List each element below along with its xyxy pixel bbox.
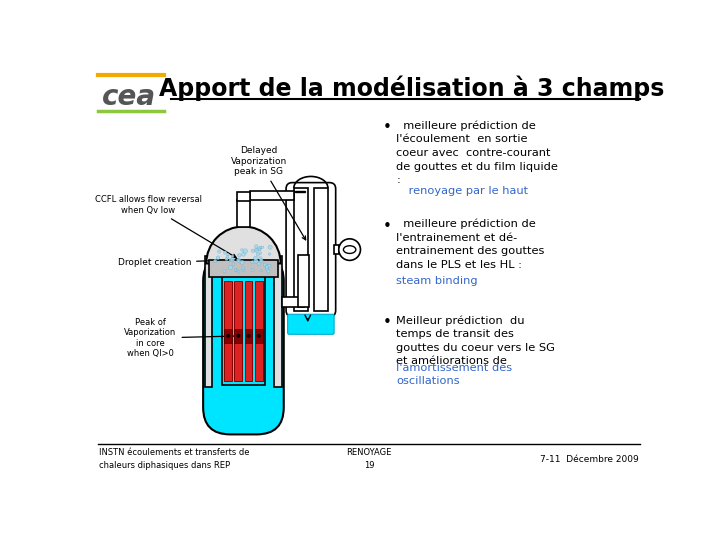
Circle shape — [251, 260, 254, 264]
Bar — [235, 281, 242, 381]
Circle shape — [261, 246, 264, 248]
Text: renoyage par le haut: renoyage par le haut — [405, 186, 528, 197]
Circle shape — [240, 260, 244, 265]
Bar — [238, 200, 250, 226]
Bar — [224, 329, 232, 343]
Text: CCFL allows flow reversal
when Qv low: CCFL allows flow reversal when Qv low — [94, 195, 236, 258]
Bar — [294, 191, 305, 192]
Text: Peak of
Vaporization
in core
when QI>0: Peak of Vaporization in core when QI>0 — [125, 318, 239, 358]
Circle shape — [235, 269, 238, 272]
Text: meilleure prédiction de
l'entrainement et dé-
entrainement des gouttes
dans le P: meilleure prédiction de l'entrainement e… — [396, 219, 544, 270]
Circle shape — [226, 334, 230, 338]
Circle shape — [259, 252, 262, 254]
Text: •: • — [383, 315, 392, 330]
Ellipse shape — [343, 246, 356, 253]
Circle shape — [238, 254, 241, 257]
Text: RENOYAGE
19: RENOYAGE 19 — [346, 448, 392, 470]
Circle shape — [339, 239, 361, 260]
Circle shape — [258, 247, 261, 251]
FancyBboxPatch shape — [287, 314, 334, 334]
Circle shape — [214, 259, 217, 262]
Circle shape — [267, 264, 271, 268]
FancyBboxPatch shape — [203, 254, 284, 434]
Circle shape — [259, 259, 264, 262]
Bar — [245, 329, 253, 343]
Circle shape — [247, 334, 251, 338]
Text: Meilleur prédiction  du
temps de transit des
gouttes du coeur vers le SG
et amél: Meilleur prédiction du temps de transit … — [396, 315, 555, 366]
Bar — [224, 281, 232, 381]
Circle shape — [257, 334, 261, 338]
Bar — [204, 256, 212, 387]
Bar — [299, 255, 310, 307]
Circle shape — [227, 253, 229, 256]
Bar — [209, 260, 279, 278]
Text: Delayed
Vaporization
peak in SG: Delayed Vaporization peak in SG — [231, 146, 306, 240]
Circle shape — [241, 267, 244, 270]
Circle shape — [258, 248, 261, 251]
Bar — [245, 281, 253, 381]
Bar — [222, 273, 265, 385]
Circle shape — [258, 256, 262, 260]
Wedge shape — [206, 226, 281, 264]
Bar — [238, 192, 250, 201]
Text: cea: cea — [102, 83, 156, 111]
Circle shape — [260, 269, 262, 272]
Text: l'amortissement des
oscillations: l'amortissement des oscillations — [396, 363, 512, 387]
Circle shape — [254, 245, 258, 248]
Circle shape — [230, 258, 235, 262]
Circle shape — [236, 334, 240, 338]
Circle shape — [257, 262, 261, 266]
Circle shape — [232, 263, 235, 266]
Bar — [314, 188, 328, 311]
Text: Apport de la modélisation à 3 champs: Apport de la modélisation à 3 champs — [159, 75, 665, 100]
Text: Droplet creation: Droplet creation — [117, 258, 239, 267]
Circle shape — [266, 269, 270, 273]
Circle shape — [264, 263, 266, 266]
Bar — [255, 329, 263, 343]
Circle shape — [242, 268, 245, 272]
Circle shape — [231, 255, 234, 258]
Text: •: • — [383, 219, 392, 234]
Circle shape — [241, 252, 246, 256]
Circle shape — [226, 255, 229, 258]
Circle shape — [268, 245, 272, 249]
Bar — [274, 256, 282, 387]
Circle shape — [259, 246, 262, 248]
Circle shape — [254, 248, 258, 253]
Text: INSTN écoulements et transferts de
chaleurs diphasiques dans REP: INSTN écoulements et transferts de chale… — [99, 448, 250, 470]
Text: 7-11  Décembre 2009: 7-11 Décembre 2009 — [540, 455, 639, 463]
Circle shape — [238, 271, 240, 273]
Circle shape — [222, 269, 225, 273]
Bar — [250, 191, 294, 200]
Circle shape — [236, 258, 240, 262]
Circle shape — [217, 250, 221, 253]
Circle shape — [254, 259, 258, 264]
Bar — [294, 188, 307, 311]
Circle shape — [228, 265, 233, 269]
Bar — [255, 281, 263, 381]
Circle shape — [253, 256, 258, 260]
Text: •: • — [383, 120, 392, 135]
Text: steam binding: steam binding — [396, 276, 478, 286]
Circle shape — [216, 256, 220, 260]
Circle shape — [255, 248, 257, 251]
Circle shape — [234, 269, 237, 272]
Circle shape — [251, 268, 254, 272]
Circle shape — [243, 249, 248, 253]
Circle shape — [225, 258, 228, 261]
Bar — [282, 296, 304, 307]
Bar — [235, 329, 242, 343]
Circle shape — [229, 259, 232, 262]
Circle shape — [265, 265, 269, 268]
Circle shape — [265, 267, 269, 270]
Circle shape — [240, 248, 243, 251]
Circle shape — [223, 251, 227, 254]
Circle shape — [251, 249, 255, 253]
Circle shape — [256, 253, 259, 256]
Text: meilleure prédiction de
l'écoulement  en sortie
coeur avec  contre-courant
de go: meilleure prédiction de l'écoulement en … — [396, 120, 558, 185]
Circle shape — [265, 265, 269, 268]
Bar — [334, 245, 339, 254]
Circle shape — [269, 253, 271, 255]
